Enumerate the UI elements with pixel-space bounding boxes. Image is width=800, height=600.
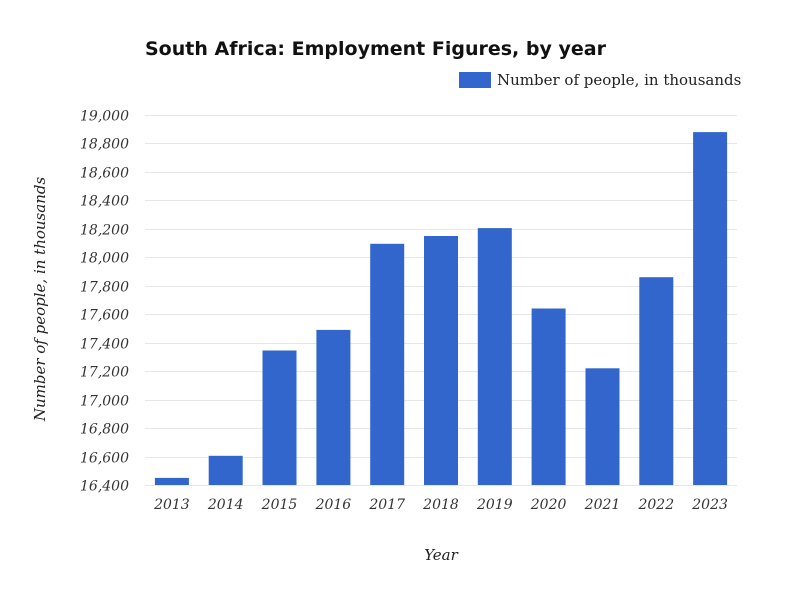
y-tick-label: 16,400 — [80, 479, 129, 495]
legend-swatch — [459, 72, 491, 88]
bar-2021 — [585, 368, 620, 485]
chart-title: South Africa: Employment Figures, by yea… — [145, 38, 606, 60]
x-tick-label: 2015 — [261, 497, 298, 513]
x-axis-title: Year — [424, 546, 458, 564]
x-tick-label: 2018 — [422, 497, 459, 513]
y-tick-label: 18,000 — [80, 251, 129, 267]
y-tick-label: 18,200 — [80, 223, 129, 239]
y-tick-label: 18,400 — [80, 194, 129, 210]
x-tick-label: 2017 — [368, 497, 405, 513]
bar-2018 — [424, 236, 458, 485]
y-tick-label: 17,400 — [80, 337, 129, 353]
x-tick-label: 2016 — [315, 497, 352, 513]
y-tick-label: 17,600 — [80, 308, 129, 324]
bar-2015 — [262, 350, 297, 485]
y-axis-title: Number of people, in thousands — [31, 177, 49, 423]
bar-2022 — [639, 277, 674, 485]
x-tick-label: 2019 — [476, 497, 513, 513]
y-tick-label: 18,600 — [80, 166, 129, 182]
bar-2023 — [693, 132, 728, 485]
x-tick-label: 2021 — [584, 497, 621, 513]
x-tick-label: 2020 — [530, 497, 567, 513]
y-tick-label: 16,800 — [80, 422, 129, 438]
bar-2017 — [370, 243, 405, 485]
y-tick-label: 17,800 — [80, 280, 129, 296]
y-tick-label: 17,200 — [80, 365, 129, 381]
legend-label: Number of people, in thousands — [497, 71, 742, 89]
x-tick-label: 2023 — [691, 497, 728, 513]
bar-2016 — [316, 329, 351, 485]
x-tick-label: 2022 — [637, 497, 674, 513]
y-tick-label: 18,800 — [80, 137, 129, 153]
y-tick-label: 17,000 — [80, 394, 129, 410]
x-tick-label: 2014 — [207, 497, 244, 513]
x-tick-label: 2013 — [153, 497, 190, 513]
y-axis-ticks: 16,400 16,600 16,800 17,000 17,200 17,400 17,6… — [80, 109, 129, 495]
bar-2019 — [477, 228, 512, 485]
bar-2013 — [154, 477, 189, 485]
y-tick-label: 19,000 — [80, 109, 129, 125]
bar-2014 — [208, 455, 243, 485]
bars — [154, 132, 728, 485]
x-axis-ticks: 2013 2014 2015 2016 2017 2018 2019 2020 2021 2022… — [153, 497, 728, 513]
y-tick-label: 16,600 — [80, 451, 129, 467]
bar-2020 — [531, 308, 566, 485]
legend: Number of people, in thousands — [459, 70, 741, 90]
